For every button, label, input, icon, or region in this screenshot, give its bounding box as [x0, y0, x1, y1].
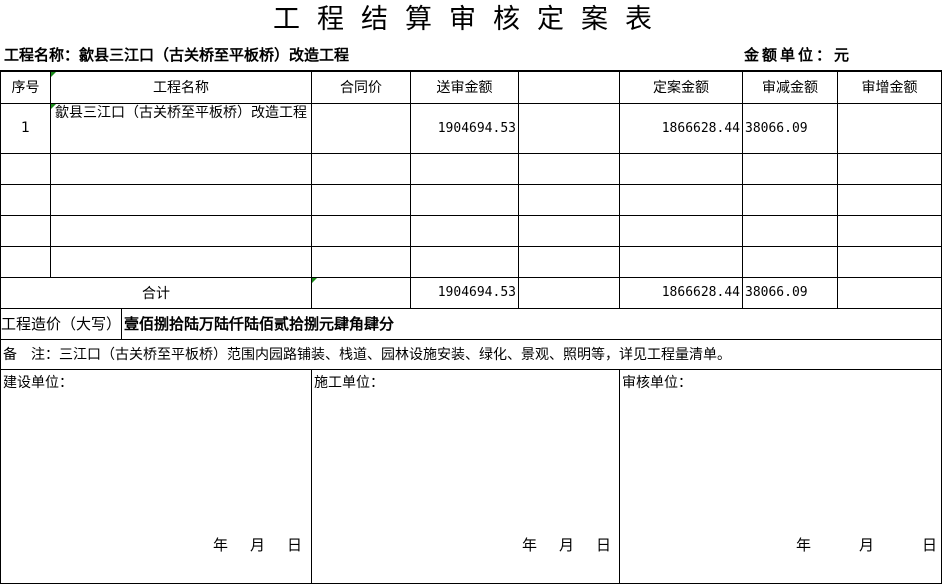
table-row: 1 歙县三江口（古关桥至平板桥）改造工程 1904694.53 1866628.… — [0, 102, 942, 154]
row-reduced[interactable]: 38066.09 — [742, 102, 838, 154]
cell[interactable] — [311, 214, 411, 247]
month-label: 月 — [859, 535, 875, 554]
cell[interactable] — [311, 245, 411, 278]
cell[interactable] — [410, 214, 519, 247]
project-name: 工程名称：歙县三江口（古关桥至平板桥）改造工程 — [4, 46, 350, 64]
cell[interactable] — [837, 245, 942, 278]
row-no[interactable]: 1 — [0, 102, 51, 154]
sign-auditor[interactable]: 审核单位： 年 月 日 — [619, 368, 942, 584]
header-cell: 审减金额 — [742, 70, 838, 104]
header-cell — [518, 70, 620, 104]
cell[interactable] — [0, 245, 51, 278]
cell[interactable] — [50, 245, 312, 278]
header-cell: 序号 — [0, 70, 51, 104]
page-title: 工程结算审核定案表 — [273, 4, 669, 35]
cell[interactable] — [619, 245, 743, 278]
cell[interactable] — [50, 152, 312, 185]
year-label: 年 — [522, 535, 538, 554]
cell[interactable] — [619, 214, 743, 247]
remark[interactable]: 备 注：三江口（古关桥至平板桥）范围内园路铺装、栈道、园林设施安装、绿化、景观、… — [0, 338, 942, 370]
sign-label: 施工单位： — [314, 374, 384, 391]
cell[interactable] — [410, 152, 519, 185]
total-row: 合计 1904694.53 1866628.44 38066.09 — [0, 276, 942, 309]
cell[interactable] — [837, 276, 942, 309]
table-row — [0, 214, 942, 247]
total-label: 合计 — [0, 276, 312, 309]
row-increased[interactable] — [837, 102, 942, 154]
sign-construction[interactable]: 建设单位： 年 月 日 — [0, 368, 312, 584]
header-cell: 定案金额 — [619, 70, 743, 104]
capital-cell: 工程造价（大写） 壹佰捌拾陆万陆仟陆佰贰拾捌元肆角肆分 — [0, 307, 942, 340]
cell[interactable] — [410, 183, 519, 216]
day-label: 日 — [287, 535, 303, 554]
cell[interactable] — [742, 245, 838, 278]
total-submitted[interactable]: 1904694.53 — [410, 276, 519, 309]
sign-date: 年月日 — [191, 534, 302, 555]
cell[interactable] — [742, 214, 838, 247]
sign-date: 年月日 — [774, 534, 937, 555]
row-contract[interactable] — [311, 102, 411, 154]
cell[interactable] — [0, 152, 51, 185]
cell[interactable] — [50, 183, 312, 216]
table-row — [0, 245, 942, 278]
cell[interactable] — [311, 183, 411, 216]
row-approved[interactable]: 1866628.44 — [619, 102, 743, 154]
cell[interactable] — [837, 152, 942, 185]
row-blank[interactable] — [518, 102, 620, 154]
cell[interactable] — [619, 183, 743, 216]
cell[interactable] — [837, 214, 942, 247]
total-approved[interactable]: 1866628.44 — [619, 276, 743, 309]
year-label: 年 — [213, 535, 229, 554]
month-label: 月 — [559, 535, 575, 554]
sign-row: 建设单位： 年 月 日 施工单位： 年 月 日 审核单位： 年 月 日 — [0, 368, 942, 584]
capital-row: 工程造价（大写） 壹佰捌拾陆万陆仟陆佰贰拾捌元肆角肆分 — [0, 307, 942, 340]
cell[interactable] — [0, 183, 51, 216]
cell[interactable] — [50, 214, 312, 247]
capital-label: 工程造价（大写） — [2, 309, 122, 338]
sign-date: 年月日 — [500, 534, 611, 555]
cell[interactable] — [619, 152, 743, 185]
header-cell: 审增金额 — [837, 70, 942, 104]
cell[interactable] — [518, 214, 620, 247]
cell[interactable] — [742, 152, 838, 185]
sign-label: 建设单位： — [3, 374, 73, 391]
total-reduced[interactable]: 38066.09 — [742, 276, 838, 309]
header-row: 序号 工程名称 合同价 送审金额 定案金额 审减金额 审增金额 — [0, 70, 942, 104]
amount-unit: 金额单位：元 — [744, 46, 853, 64]
sign-contractor[interactable]: 施工单位： 年 月 日 — [311, 368, 620, 584]
row-name[interactable]: 歙县三江口（古关桥至平板桥）改造工程 — [50, 102, 312, 154]
cell[interactable] — [518, 276, 620, 309]
header-cell: 合同价 — [311, 70, 411, 104]
cell[interactable] — [518, 152, 620, 185]
cell[interactable] — [311, 152, 411, 185]
cell[interactable] — [518, 245, 620, 278]
day-label: 日 — [922, 535, 938, 554]
cell[interactable] — [742, 183, 838, 216]
total-contract[interactable] — [311, 276, 411, 309]
settlement-table: 序号 工程名称 合同价 送审金额 定案金额 审减金额 审增金额 1 歙县三江口（… — [0, 70, 942, 584]
cell[interactable] — [518, 183, 620, 216]
cell[interactable] — [410, 245, 519, 278]
table-row — [0, 183, 942, 216]
table-row — [0, 152, 942, 185]
row-submitted[interactable]: 1904694.53 — [410, 102, 519, 154]
remark-row: 备 注：三江口（古关桥至平板桥）范围内园路铺装、栈道、园林设施安装、绿化、景观、… — [0, 338, 942, 370]
month-label: 月 — [250, 535, 266, 554]
header-cell: 送审金额 — [410, 70, 519, 104]
sign-label: 审核单位： — [622, 374, 692, 391]
day-label: 日 — [596, 535, 612, 554]
capital-value[interactable]: 壹佰捌拾陆万陆仟陆佰贰拾捌元肆角肆分 — [124, 314, 395, 333]
cell[interactable] — [837, 183, 942, 216]
header-cell: 工程名称 — [50, 70, 312, 104]
year-label: 年 — [796, 535, 812, 554]
cell[interactable] — [0, 214, 51, 247]
